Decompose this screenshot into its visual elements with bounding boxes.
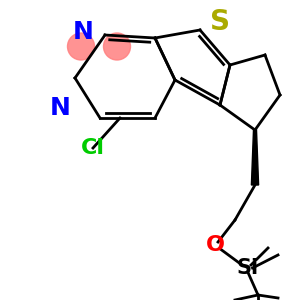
Circle shape (68, 33, 94, 60)
Polygon shape (251, 130, 259, 185)
Text: Si: Si (237, 258, 259, 278)
Text: N: N (50, 96, 70, 120)
Text: N: N (73, 20, 93, 44)
Text: S: S (210, 8, 230, 36)
Circle shape (103, 33, 130, 60)
Text: Cl: Cl (81, 138, 105, 158)
Text: O: O (206, 235, 224, 255)
